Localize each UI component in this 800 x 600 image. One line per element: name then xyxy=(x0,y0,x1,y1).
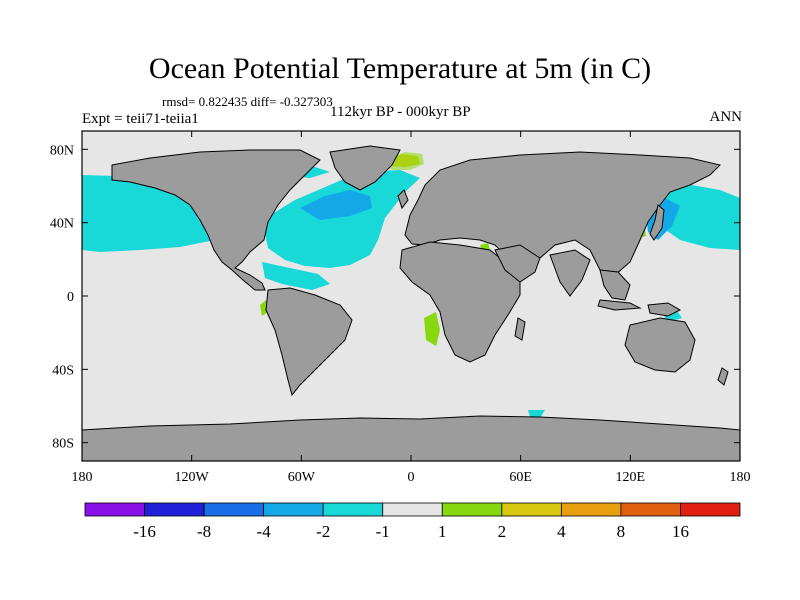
anomaly-caribbean xyxy=(262,262,330,290)
lat-tick-label: 0 xyxy=(67,290,74,305)
colorbar-level-label: 1 xyxy=(438,522,447,541)
land-uk xyxy=(397,189,409,210)
season-label: ANN xyxy=(709,109,743,125)
colorbar-level-label: 16 xyxy=(672,522,689,541)
lat-tick-label: 80N xyxy=(50,143,74,158)
colorbar-level-label: 8 xyxy=(617,522,626,541)
land-australia xyxy=(624,317,696,373)
land-india xyxy=(549,249,591,297)
land-greenland xyxy=(329,145,401,191)
colorbar-level-label: -1 xyxy=(376,522,390,541)
lon-tick-label: 180 xyxy=(72,470,93,485)
lon-tick-label: 0 xyxy=(408,470,415,485)
anomaly-north-pacific xyxy=(82,175,236,252)
lon-tick-label: 180 xyxy=(730,470,751,485)
land-eurasia xyxy=(404,151,721,276)
colorbar-level-label: 4 xyxy=(557,522,566,541)
latitude-axis: 80N 40N 0 40S 80S xyxy=(50,143,740,452)
land-indonesia xyxy=(597,299,642,311)
period-label: 112kyr BP - 000kyr BP xyxy=(330,104,471,120)
colorbar-swatch xyxy=(382,502,443,517)
land-africa xyxy=(399,241,521,363)
anomaly-north-atlantic xyxy=(262,170,420,268)
lon-tick-label: 60W xyxy=(288,470,316,485)
colorbar-level-label: -16 xyxy=(133,522,156,541)
land-madagascar xyxy=(514,317,526,341)
anomaly-southern-patch xyxy=(528,410,545,418)
colorbar-swatch xyxy=(501,502,562,517)
land-north-america xyxy=(111,149,321,291)
anomaly-nw-atlantic-core xyxy=(300,190,372,220)
colorbar-swatch xyxy=(441,502,503,517)
land-layer xyxy=(82,145,740,461)
anomaly-pacific-warm xyxy=(260,300,268,316)
anomaly-benguela-warm xyxy=(424,312,440,346)
colorbar-swatch xyxy=(263,502,324,517)
colorbar-level-label: 2 xyxy=(498,522,507,541)
longitude-axis: 180 120W 60W 0 60E 120E 180 xyxy=(72,131,751,485)
colorbar-swatch xyxy=(322,502,384,517)
lat-tick-label: 40N xyxy=(50,217,74,232)
land-south-america xyxy=(265,287,353,397)
colorbar-level-label: -4 xyxy=(257,522,272,541)
land-antarctica xyxy=(82,415,740,461)
land-new-guinea xyxy=(647,302,682,317)
colorbar-swatch xyxy=(620,502,681,517)
map-title: Ocean Potential Temperature at 5m (in C) xyxy=(148,52,652,85)
land-new-zealand xyxy=(717,367,729,386)
lat-tick-label: 80S xyxy=(52,437,74,452)
experiment-label: Expt = teii71-teiia1 xyxy=(82,111,199,127)
colorbar-swatch xyxy=(560,502,622,517)
colorbar-swatch xyxy=(203,502,265,517)
colorbar-swatch xyxy=(144,502,205,517)
land-japan xyxy=(649,204,665,241)
land-southeast-asia xyxy=(599,269,631,301)
stats-text: rmsd= 0.822435 diff= -0.327303 xyxy=(162,94,333,109)
land-arabia xyxy=(494,244,541,283)
colorbar-level-label: -8 xyxy=(197,522,211,541)
colorbar-swatch xyxy=(84,502,145,517)
lon-tick-label: 120E xyxy=(616,470,646,485)
colorbar-swatch xyxy=(680,502,741,517)
colorbar: -16 -8 -4 -2 -1 1 2 4 8 16 xyxy=(84,502,741,541)
colorbar-level-label: -2 xyxy=(316,522,330,541)
map-content xyxy=(82,145,740,461)
lon-tick-label: 60E xyxy=(509,470,532,485)
lon-tick-label: 120W xyxy=(175,470,210,485)
lat-tick-label: 40S xyxy=(52,363,74,378)
